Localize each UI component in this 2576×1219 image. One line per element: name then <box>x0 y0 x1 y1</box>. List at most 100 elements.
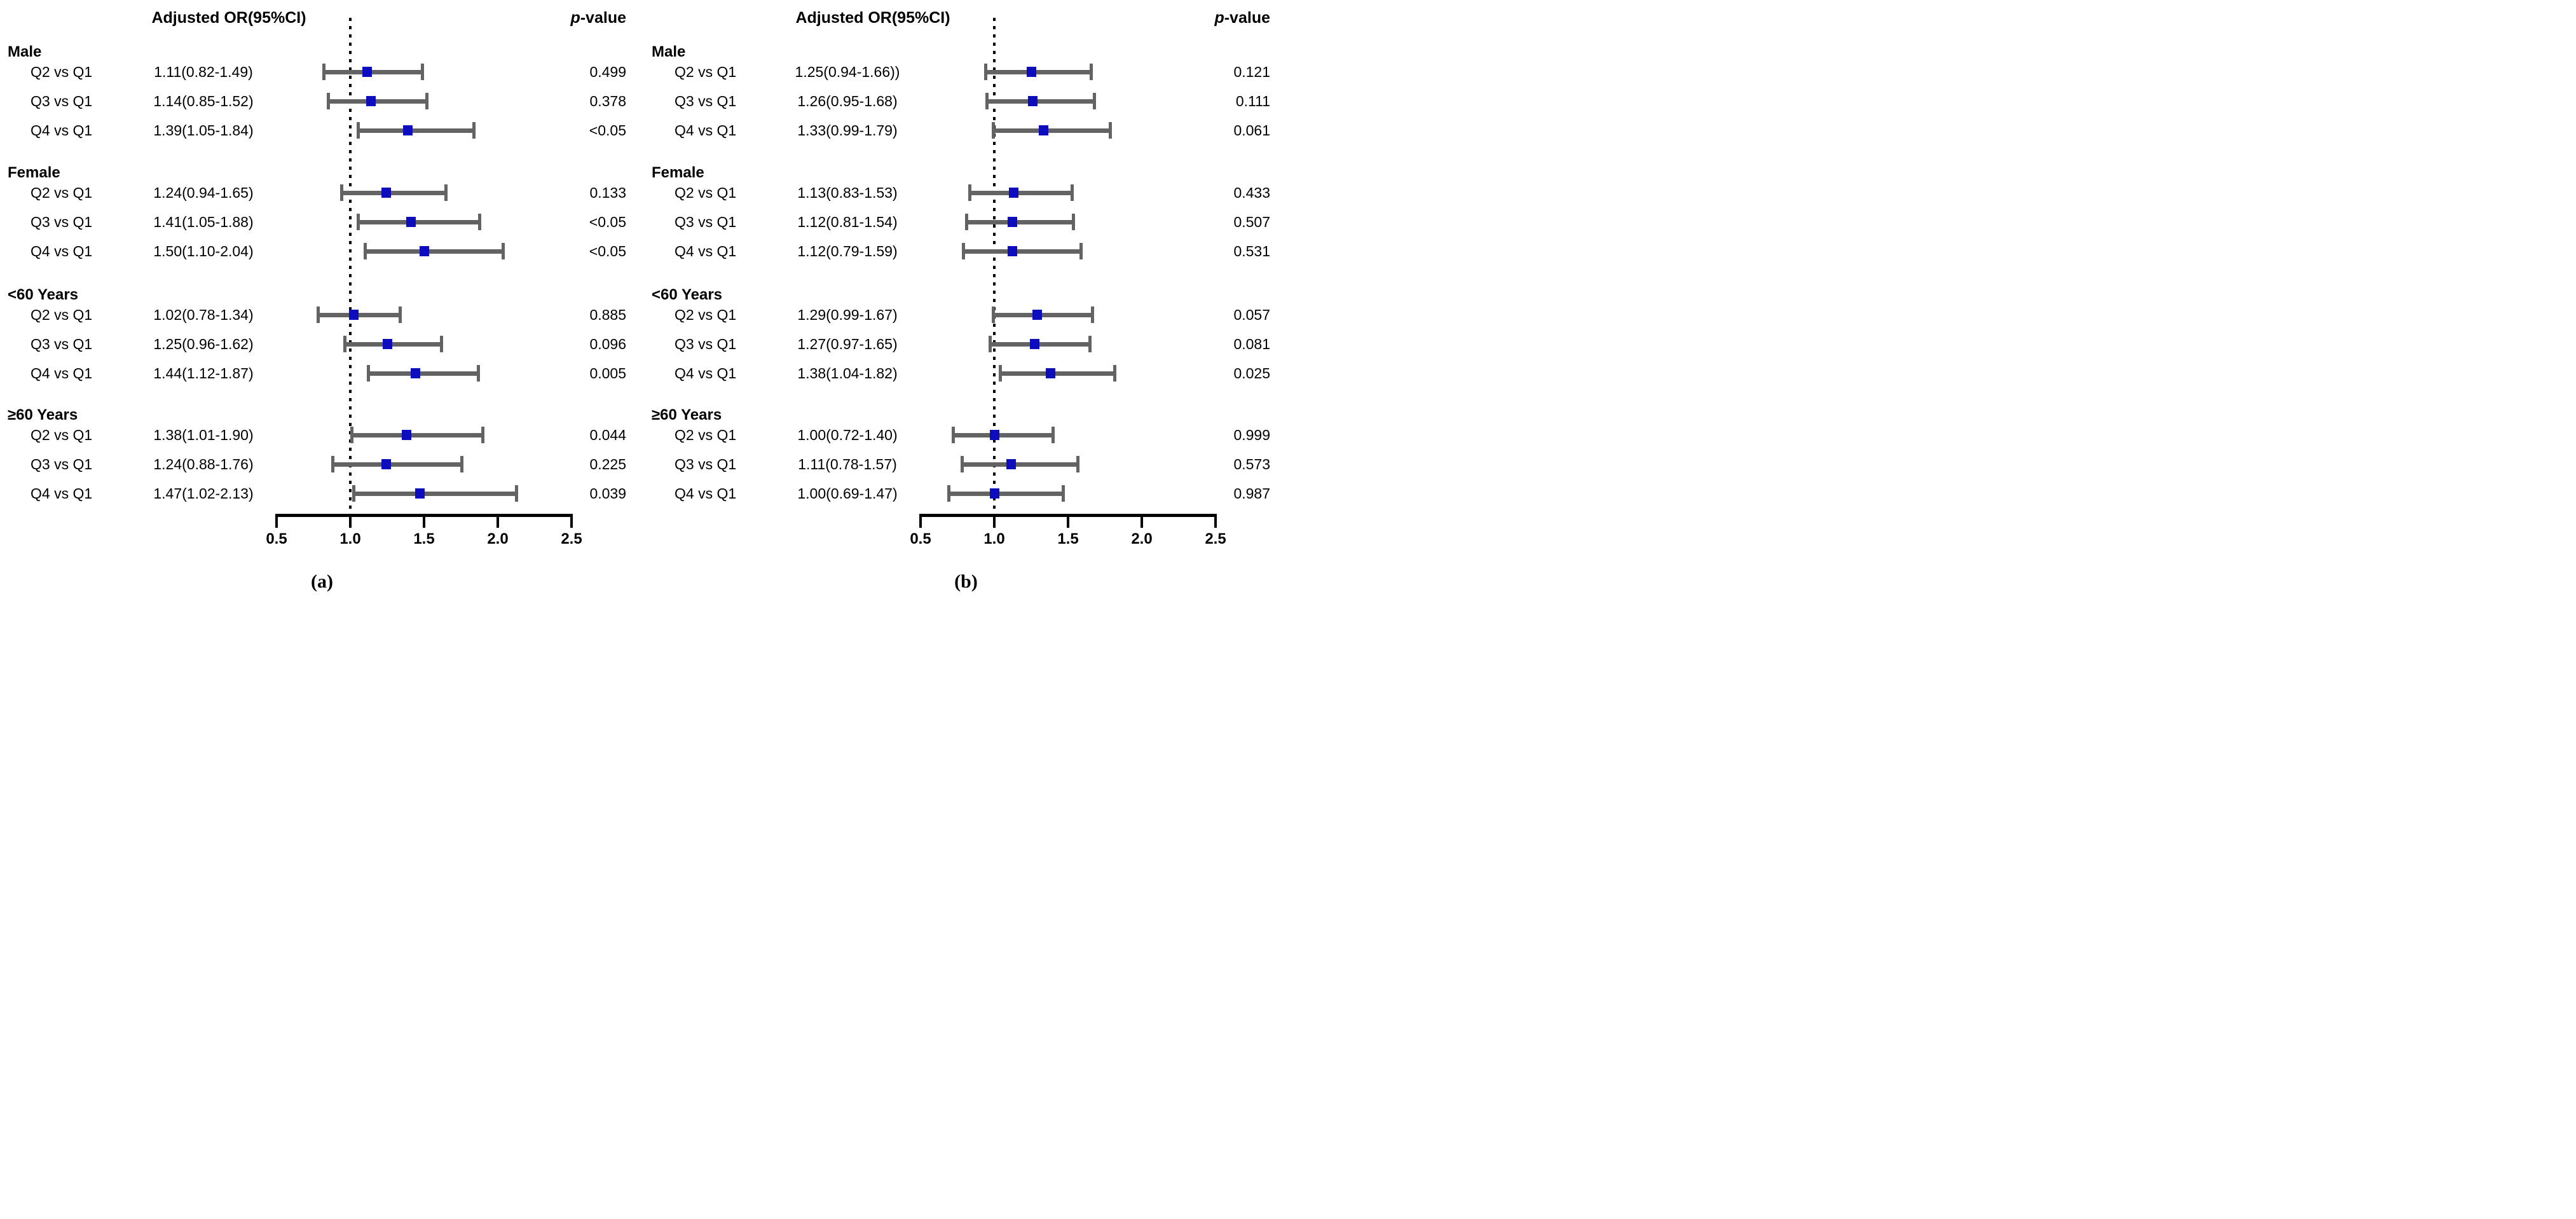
row-comparison-label: Q3 vs Q1 <box>31 336 93 352</box>
x-axis-tick-label: 1.0 <box>983 530 1005 548</box>
ci-cap-left <box>989 336 992 352</box>
or-marker <box>1029 339 1039 349</box>
ci-cap-right <box>1090 64 1093 80</box>
ci-cap-left <box>984 64 988 80</box>
row-or-ci-text: 1.50(1.10-2.04) <box>153 243 254 259</box>
panel-letter: (a) <box>311 571 333 592</box>
ci-cap-left <box>947 485 951 502</box>
or-column-header: Adjusted OR(95%CI) <box>151 9 306 27</box>
row-p-value: <0.05 <box>589 214 626 230</box>
or-marker <box>1038 125 1048 135</box>
ci-error-bar <box>332 462 463 467</box>
row-or-ci-text: 1.12(0.79-1.59) <box>797 243 898 259</box>
reference-line <box>349 18 352 514</box>
ci-cap-left <box>985 93 989 109</box>
row-comparison-label: Q2 vs Q1 <box>31 184 93 201</box>
row-or-ci-text: 1.47(1.02-2.13) <box>153 485 254 502</box>
row-p-value: 0.111 <box>1235 93 1270 109</box>
ci-cap-right <box>1062 485 1065 502</box>
row-or-ci-text: 1.11(0.78-1.57) <box>798 456 897 472</box>
row-p-value: 0.057 <box>1233 306 1270 323</box>
x-axis-tick <box>1214 514 1217 528</box>
row-or-ci-text: 1.44(1.12-1.87) <box>153 365 254 382</box>
x-axis-tick-label: 2.0 <box>1131 530 1153 548</box>
or-marker <box>415 488 425 499</box>
row-comparison-label: Q3 vs Q1 <box>31 456 93 472</box>
group-label: Female <box>8 164 60 181</box>
row-comparison-label: Q3 vs Q1 <box>675 336 737 352</box>
row-p-value: 0.025 <box>1233 365 1270 382</box>
ci-error-bar <box>987 99 1095 104</box>
x-axis-tick-label: 2.5 <box>1205 530 1226 548</box>
forest-plot-figure: Adjusted OR(95%CI) p-value 0.5 1.0 1.5 2.0 2… <box>0 0 1288 609</box>
forest-panel-b: Adjusted OR(95%CI) p-value 0.5 1.0 1.5 2.0 2… <box>644 0 1288 609</box>
ci-error-bar <box>953 433 1053 437</box>
row-comparison-label: Q2 vs Q1 <box>31 427 93 443</box>
ci-error-bar <box>324 70 423 74</box>
row-comparison-label: Q2 vs Q1 <box>31 64 93 80</box>
ci-error-bar <box>353 492 517 496</box>
row-p-value: <0.05 <box>589 122 626 139</box>
ci-cap-right <box>420 64 424 80</box>
row-p-value: 0.885 <box>589 306 626 323</box>
ci-error-bar <box>992 128 1111 133</box>
row-or-ci-text: 1.24(0.94-1.65) <box>153 184 254 201</box>
ci-cap-right <box>472 122 476 139</box>
ci-cap-right <box>439 336 443 352</box>
row-or-ci-text: 1.00(0.69-1.47) <box>797 485 898 502</box>
or-marker <box>403 125 413 135</box>
ci-cap-right <box>1109 122 1113 139</box>
ci-cap-left <box>352 485 355 502</box>
group-label: Male <box>8 43 42 60</box>
row-p-value: 0.005 <box>589 365 626 382</box>
x-axis-tick-label: 0.5 <box>266 530 287 548</box>
row-comparison-label: Q2 vs Q1 <box>31 306 93 323</box>
ci-cap-left <box>999 365 1003 382</box>
row-comparison-label: Q4 vs Q1 <box>31 122 93 139</box>
row-p-value: 0.499 <box>589 64 626 80</box>
ci-cap-right <box>1088 336 1092 352</box>
row-p-value: <0.05 <box>589 243 626 259</box>
ci-error-bar <box>969 191 1072 195</box>
ci-cap-right <box>1072 214 1076 230</box>
or-column-header: Adjusted OR(95%CI) <box>795 9 950 27</box>
ci-cap-left <box>991 306 995 323</box>
ci-error-bar <box>966 220 1074 224</box>
row-comparison-label: Q3 vs Q1 <box>675 214 737 230</box>
row-comparison-label: Q4 vs Q1 <box>675 122 737 139</box>
row-comparison-label: Q4 vs Q1 <box>31 243 93 259</box>
ci-cap-right <box>1076 456 1080 472</box>
or-marker <box>383 339 392 349</box>
or-marker <box>366 96 376 106</box>
ci-cap-left <box>964 214 968 230</box>
row-p-value: 0.039 <box>589 485 626 502</box>
ci-cap-right <box>425 93 428 109</box>
row-or-ci-text: 1.26(0.95-1.68) <box>797 93 898 109</box>
row-p-value: 0.999 <box>1233 427 1270 443</box>
x-axis-tick-label: 1.0 <box>339 530 361 548</box>
or-marker <box>1006 459 1016 469</box>
ci-cap-left <box>960 456 964 472</box>
row-or-ci-text: 1.27(0.97-1.65) <box>797 336 898 352</box>
row-p-value: 0.507 <box>1233 214 1270 230</box>
ci-cap-left <box>340 184 344 201</box>
row-p-value: 0.133 <box>589 184 626 201</box>
ci-error-bar <box>317 313 401 317</box>
row-or-ci-text: 1.13(0.83-1.53) <box>797 184 898 201</box>
x-axis-tick <box>919 514 922 528</box>
x-axis-tick-label: 1.5 <box>413 530 435 548</box>
ci-error-bar <box>365 249 504 254</box>
x-axis-tick-label: 1.5 <box>1057 530 1079 548</box>
group-label: <60 Years <box>652 286 723 303</box>
ci-cap-left <box>356 122 360 139</box>
ci-cap-left <box>356 214 360 230</box>
row-comparison-label: Q3 vs Q1 <box>31 93 93 109</box>
x-axis-tick <box>497 514 499 528</box>
ci-error-bar <box>963 249 1081 254</box>
or-marker <box>1028 96 1038 106</box>
or-marker <box>1046 368 1056 378</box>
ci-cap-right <box>1070 184 1074 201</box>
row-comparison-label: Q2 vs Q1 <box>675 306 737 323</box>
x-axis-tick <box>275 514 278 528</box>
pvalue-header-rest: -value <box>580 9 626 27</box>
